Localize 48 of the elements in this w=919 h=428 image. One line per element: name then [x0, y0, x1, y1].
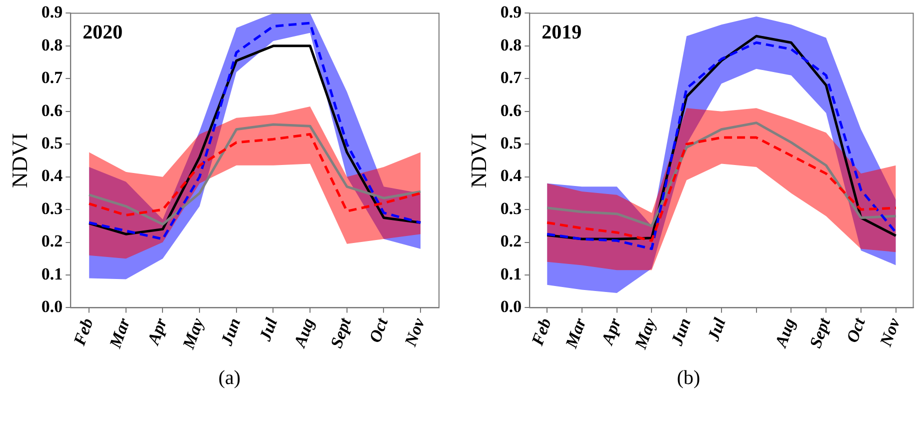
y-axis-title: NDVI: [466, 132, 491, 188]
y-tick-label: 0.1: [41, 264, 63, 284]
y-tick-label: 0.4: [41, 166, 64, 186]
y-tick-label: 0.8: [41, 35, 63, 54]
y-tick-label: 0.0: [41, 297, 63, 316]
y-tick-label: 0.3: [41, 198, 63, 218]
x-tick-label: Mar: [105, 315, 134, 352]
x-tick-label: Jul: [703, 315, 730, 344]
y-tick-label: 0.5: [500, 134, 522, 152]
y-tick-label: 0.6: [41, 100, 63, 120]
x-tick-label: Sept: [326, 314, 356, 350]
x-tick-label: Mar: [561, 315, 590, 352]
x-tick-label: Apr: [597, 315, 625, 348]
text: (a): [217, 367, 242, 390]
chart-title: 2019: [542, 21, 582, 44]
text: (b): [676, 367, 702, 390]
chart-title: 2020: [82, 21, 123, 44]
y-tick-label: 0.4: [500, 166, 522, 186]
x-tick-label: May: [178, 315, 208, 352]
y-tick-label: 0.9: [500, 2, 522, 22]
x-tick-label: Jun: [216, 316, 244, 349]
x-tick-label: Jul: [255, 315, 282, 344]
x-tick-label: Feb: [69, 316, 97, 349]
line-series: [88, 133, 422, 216]
y-tick-label: 0.3: [500, 198, 522, 218]
x-tick-label: Sept: [806, 314, 834, 350]
x-tick-label: Aug: [290, 315, 318, 351]
y-tick-label: 0.2: [500, 232, 522, 251]
y-axis-title: NDVI: [6, 132, 32, 188]
y-tick-label: 0.6: [500, 100, 522, 120]
x-tick-label: Jun: [666, 316, 694, 349]
y-tick-label: 0.1: [500, 264, 522, 284]
x-tick-label: May: [630, 315, 660, 352]
x-tick-label: Nov: [876, 315, 904, 350]
x-tick-label: Oct: [365, 314, 392, 346]
line-series: [546, 136, 898, 242]
x-tick-label: Aug: [770, 315, 800, 351]
y-tick-label: 0.0: [500, 297, 522, 316]
y-tick-label: 0.9: [41, 2, 63, 22]
y-tick-label: 0.5: [41, 134, 63, 152]
x-tick-label: Feb: [527, 316, 555, 349]
y-tick-label: 0.7: [41, 68, 64, 88]
y-tick-label: 0.2: [41, 232, 63, 251]
y-tick-label: 0.8: [500, 35, 522, 54]
x-tick-label: Oct: [842, 314, 870, 346]
x-tick-label: Nov: [400, 315, 429, 350]
y-tick-label: 0.7: [500, 68, 522, 88]
x-tick-label: Apr: [143, 315, 171, 348]
